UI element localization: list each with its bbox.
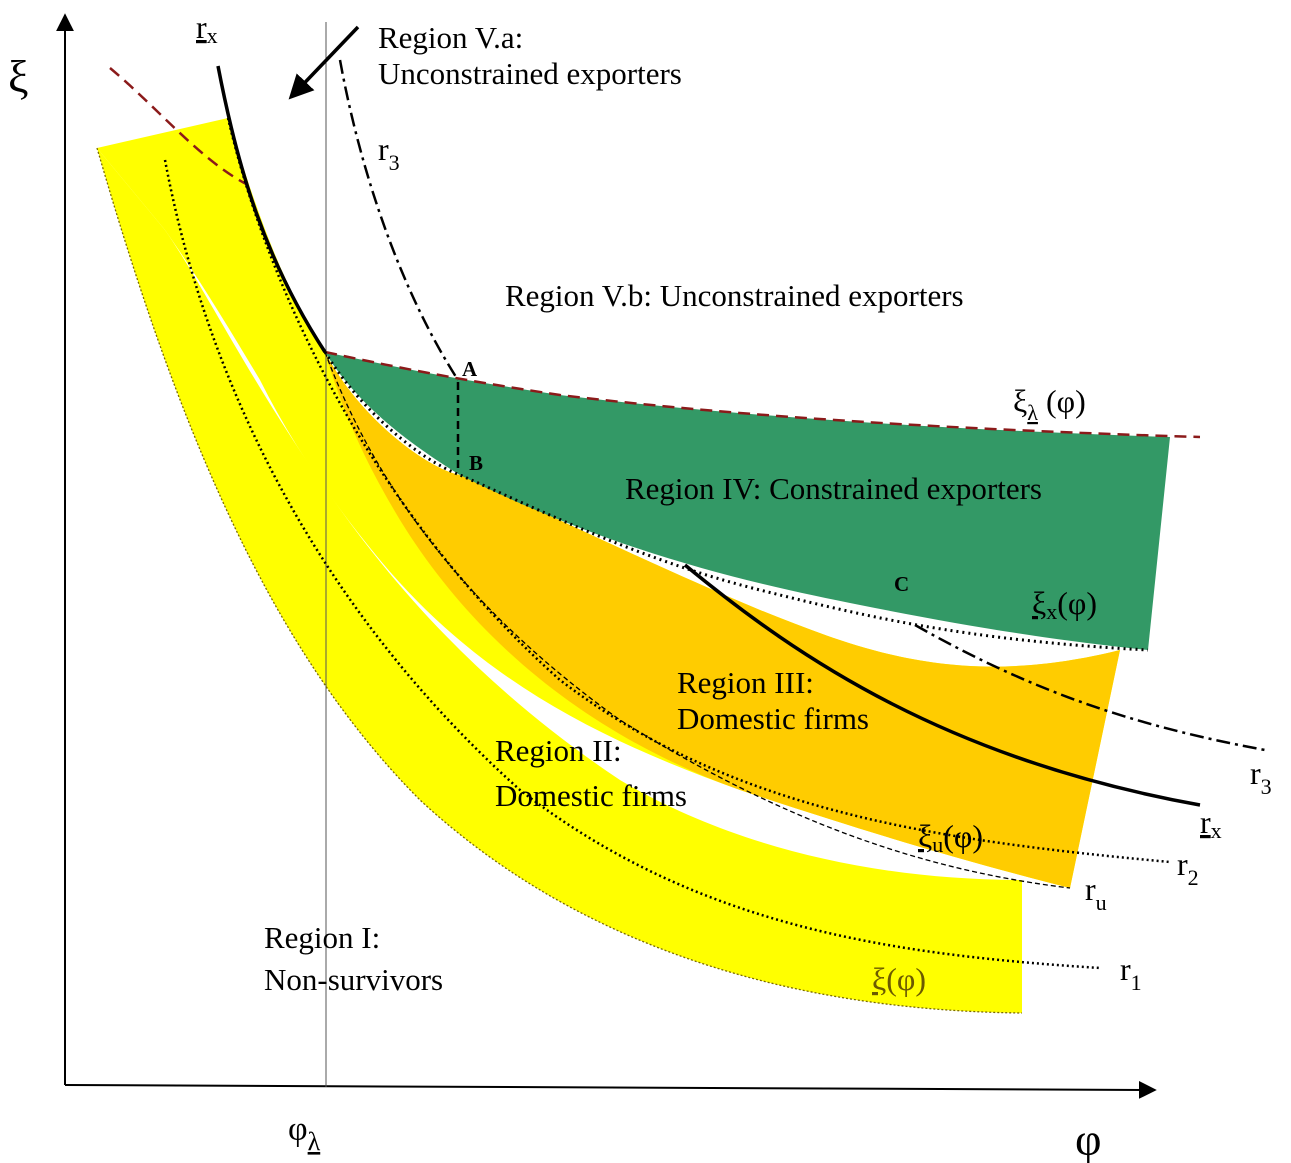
point-a-label: A xyxy=(462,357,478,381)
x-axis-label: φ xyxy=(1075,1114,1102,1163)
xi-x-label: ξx(φ) xyxy=(1032,585,1097,624)
xi-lambda-curve xyxy=(109,67,1201,439)
xi-lambda-label: ξλ (φ) xyxy=(1013,383,1086,425)
r3-curve-upper xyxy=(338,59,460,381)
r3-label-top: r3 xyxy=(378,131,400,175)
rx-curve-upper xyxy=(216,65,327,353)
region-iii-fill xyxy=(325,352,1120,888)
rx-curve-lower xyxy=(683,563,1201,807)
region-iv-fill xyxy=(325,352,1170,650)
rx-label-right: rx xyxy=(1200,804,1222,843)
region-va-arrow xyxy=(288,25,360,100)
r1-curve xyxy=(163,159,1101,970)
region-vb-label: Region V.b: Unconstrained exporters xyxy=(505,278,964,313)
xi-curve xyxy=(96,147,1023,1014)
xi-u-label: ξu(φ) xyxy=(918,818,983,857)
point-c-label: C xyxy=(894,572,909,596)
region-iii-label: Region III: Domestic firms xyxy=(677,665,869,736)
r1-label: r1 xyxy=(1120,951,1142,995)
point-b-label: B xyxy=(469,451,483,475)
region-ii-lower-fill xyxy=(97,148,1022,1013)
xi-label: ξ(φ) xyxy=(872,961,926,997)
region-i-label: Region I: Non-survivors xyxy=(264,920,443,997)
ru-curve xyxy=(324,351,1071,889)
x-tick-phi-lambda: φλ xyxy=(288,1111,321,1156)
ru-label: ru xyxy=(1085,871,1107,915)
region-ii-label: Region II: Domestic firms xyxy=(495,733,687,813)
region-iv-label: Region IV: Constrained exporters xyxy=(625,471,1042,506)
r2-label: r2 xyxy=(1177,846,1199,890)
r3-label-right: r3 xyxy=(1250,755,1272,799)
x-axis xyxy=(64,1080,1157,1099)
rx-label-top: rx xyxy=(196,9,218,48)
region-va-label: Region V.a: Unconstrained exporters xyxy=(378,20,682,91)
y-axis-label: ξ xyxy=(8,51,29,102)
xi-x-curve xyxy=(323,351,1149,652)
